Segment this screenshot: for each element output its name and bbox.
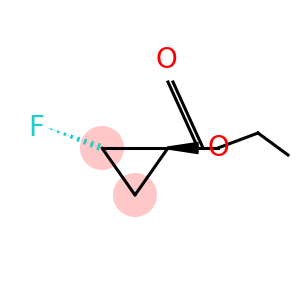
- Circle shape: [113, 173, 157, 217]
- Text: O: O: [155, 46, 177, 74]
- Text: F: F: [28, 114, 44, 142]
- Polygon shape: [168, 142, 198, 154]
- Text: O: O: [207, 134, 229, 162]
- Circle shape: [80, 126, 124, 170]
